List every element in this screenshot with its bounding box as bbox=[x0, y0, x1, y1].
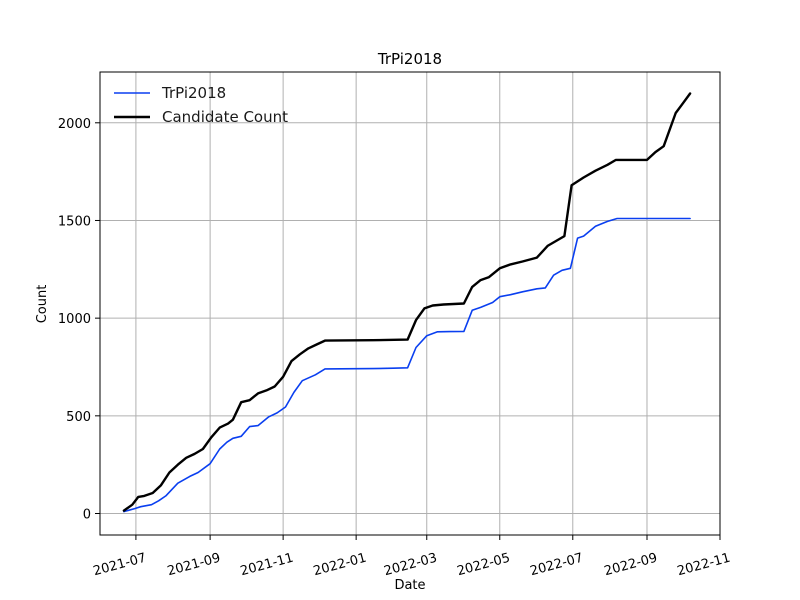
x-tick-label: 2022-07 bbox=[528, 551, 584, 580]
x-tick-label: 2022-01 bbox=[312, 551, 368, 580]
y-axis-label: Count bbox=[35, 285, 50, 324]
y-tick-label: 500 bbox=[66, 410, 91, 425]
series-line-trpi2018 bbox=[123, 217, 691, 513]
x-tick-label: 2021-07 bbox=[92, 551, 148, 580]
legend-label: Candidate Count bbox=[162, 108, 288, 126]
legend-label: TrPi2018 bbox=[161, 84, 226, 102]
x-tick-label: 2021-09 bbox=[166, 551, 222, 580]
series-layer bbox=[122, 92, 692, 513]
plot-frame bbox=[99, 71, 721, 536]
x-tick-label: 2022-03 bbox=[382, 551, 438, 580]
grid bbox=[100, 72, 721, 535]
x-tick-label: 2022-09 bbox=[603, 551, 659, 580]
y-tick-label: 1500 bbox=[58, 214, 91, 229]
chart-title: TrPi2018 bbox=[377, 50, 442, 68]
x-tick-label: 2022-05 bbox=[455, 551, 511, 580]
y-tick-label: 0 bbox=[83, 508, 91, 523]
y-tick-label: 2000 bbox=[58, 117, 91, 132]
x-axis-label: Date bbox=[394, 578, 425, 593]
legend: TrPi2018 Candidate Count bbox=[114, 84, 288, 126]
x-tick-label: 2021-11 bbox=[239, 551, 295, 580]
series-line-candidate-count bbox=[122, 92, 692, 512]
y-axis: 0 500 1000 1500 2000 bbox=[58, 117, 100, 523]
y-tick-label: 1000 bbox=[58, 312, 91, 327]
x-tick-label: 2022-11 bbox=[676, 551, 732, 580]
x-axis: 2021-07 2021-09 2021-11 2022-01 2022-03 2022-… bbox=[92, 535, 732, 579]
